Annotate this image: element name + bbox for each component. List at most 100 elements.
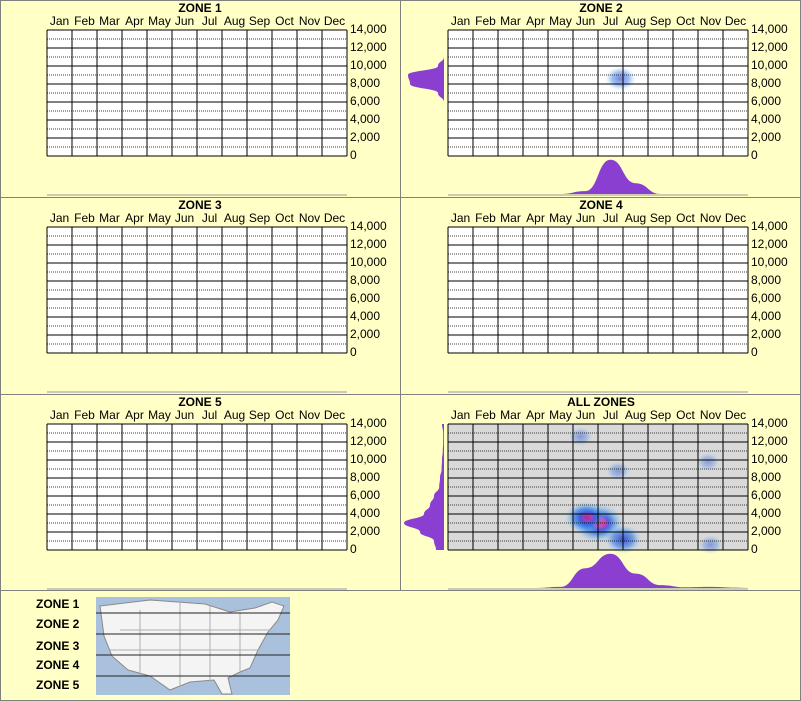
- y-tick-label: 4,000: [350, 506, 380, 520]
- x-tick-label: Jan: [451, 211, 470, 225]
- y-tick-label: 8,000: [751, 273, 781, 287]
- x-tick-label: Sep: [249, 14, 271, 28]
- x-tick-label: Jan: [451, 14, 470, 28]
- y-tick-label: 8,000: [350, 470, 380, 484]
- month-density: [448, 553, 748, 588]
- y-tick-label: 14,000: [350, 219, 387, 233]
- chart-title: ZONE 3: [178, 198, 222, 212]
- x-tick-label: Feb: [74, 408, 95, 422]
- chart-title: ZONE 5: [178, 395, 222, 409]
- heat-spot: [605, 461, 631, 481]
- plot: [604, 66, 637, 91]
- x-tick-label: Jun: [576, 211, 595, 225]
- y-tick-label: 10,000: [751, 452, 788, 466]
- x-tick-label: Nov: [299, 14, 320, 28]
- y-tick-label: 2,000: [751, 524, 781, 538]
- x-tick-label: Aug: [224, 408, 245, 422]
- x-tick-label: Oct: [275, 14, 294, 28]
- panel-borders: [0, 0, 801, 591]
- x-tick-label: Dec: [324, 408, 345, 422]
- x-tick-label: Jun: [175, 211, 194, 225]
- x-tick-label: Oct: [676, 14, 695, 28]
- y-tick-label: 0: [751, 148, 758, 162]
- x-tick-label: Mar: [99, 14, 120, 28]
- y-tick-label: 4,000: [350, 309, 380, 323]
- zone-legend-label: ZONE 2: [36, 617, 80, 631]
- x-tick-label: Apr: [125, 211, 144, 225]
- x-tick-label: Dec: [725, 211, 746, 225]
- y-tick-label: 6,000: [350, 488, 380, 502]
- x-tick-label: Nov: [299, 408, 320, 422]
- heat-spot: [698, 534, 723, 555]
- y-tick-label: 14,000: [751, 22, 788, 36]
- y-tick-label: 6,000: [350, 291, 380, 305]
- x-tick-label: Sep: [650, 14, 672, 28]
- x-tick-label: Aug: [224, 211, 245, 225]
- x-tick-label: Dec: [725, 408, 746, 422]
- x-tick-label: Sep: [650, 211, 672, 225]
- x-tick-label: Nov: [700, 408, 721, 422]
- x-tick-label: Apr: [526, 211, 545, 225]
- x-tick-label: Dec: [324, 14, 345, 28]
- x-tick-label: Jul: [202, 211, 217, 225]
- x-tick-label: Jan: [50, 408, 69, 422]
- x-tick-label: Jul: [603, 211, 618, 225]
- x-tick-label: Mar: [500, 408, 521, 422]
- x-tick-label: Jan: [451, 408, 470, 422]
- x-tick-label: Mar: [500, 14, 521, 28]
- zone-map: [96, 597, 290, 695]
- x-tick-label: Jul: [202, 14, 217, 28]
- chart-title: ZONE 2: [579, 1, 623, 15]
- x-tick-label: Apr: [125, 14, 144, 28]
- y-tick-label: 10,000: [350, 255, 387, 269]
- y-tick-label: 2,000: [350, 327, 380, 341]
- y-tick-label: 6,000: [751, 488, 781, 502]
- x-tick-label: Jul: [603, 408, 618, 422]
- y-tick-label: 2,000: [350, 524, 380, 538]
- y-tick-label: 0: [350, 542, 357, 556]
- x-tick-label: Jul: [202, 408, 217, 422]
- y-tick-label: 4,000: [751, 112, 781, 126]
- y-tick-label: 6,000: [751, 94, 781, 108]
- y-tick-label: 10,000: [751, 255, 788, 269]
- y-tick-label: 0: [350, 345, 357, 359]
- y-tick-label: 14,000: [751, 416, 788, 430]
- x-tick-label: Mar: [99, 408, 120, 422]
- zone-legend-label: ZONE 4: [36, 658, 80, 672]
- y-tick-label: 0: [751, 542, 758, 556]
- y-tick-label: 8,000: [350, 76, 380, 90]
- x-tick-label: Mar: [99, 211, 120, 225]
- x-tick-label: Oct: [275, 211, 294, 225]
- y-tick-label: 0: [350, 148, 357, 162]
- y-tick-label: 2,000: [751, 327, 781, 341]
- heat-spot: [568, 426, 593, 447]
- x-tick-label: May: [148, 211, 171, 225]
- y-tick-label: 8,000: [751, 76, 781, 90]
- y-tick-label: 12,000: [751, 434, 788, 448]
- x-tick-label: May: [549, 408, 572, 422]
- heat-spot: [696, 452, 720, 472]
- y-tick-label: 12,000: [350, 237, 387, 251]
- y-tick-label: 10,000: [751, 58, 788, 72]
- x-tick-label: Aug: [625, 408, 646, 422]
- y-tick-label: 8,000: [751, 470, 781, 484]
- x-tick-label: Sep: [650, 408, 672, 422]
- x-tick-label: Feb: [74, 14, 95, 28]
- zone-legend-label: ZONE 5: [36, 678, 80, 692]
- chart-title: ZONE 1: [178, 1, 222, 15]
- x-tick-label: Jan: [50, 14, 69, 28]
- y-tick-label: 4,000: [751, 309, 781, 323]
- x-tick-label: Nov: [700, 14, 721, 28]
- x-tick-label: Aug: [625, 211, 646, 225]
- y-tick-label: 12,000: [751, 40, 788, 54]
- y-tick-label: 14,000: [751, 219, 788, 233]
- y-tick-label: 10,000: [350, 452, 387, 466]
- y-tick-label: 2,000: [751, 130, 781, 144]
- heat-spot: [604, 66, 637, 91]
- x-tick-label: Jan: [50, 211, 69, 225]
- x-tick-label: Jul: [603, 14, 618, 28]
- x-tick-label: Apr: [125, 408, 144, 422]
- y-tick-label: 14,000: [350, 22, 387, 36]
- y-tick-label: 4,000: [350, 112, 380, 126]
- y-tick-label: 8,000: [350, 273, 380, 287]
